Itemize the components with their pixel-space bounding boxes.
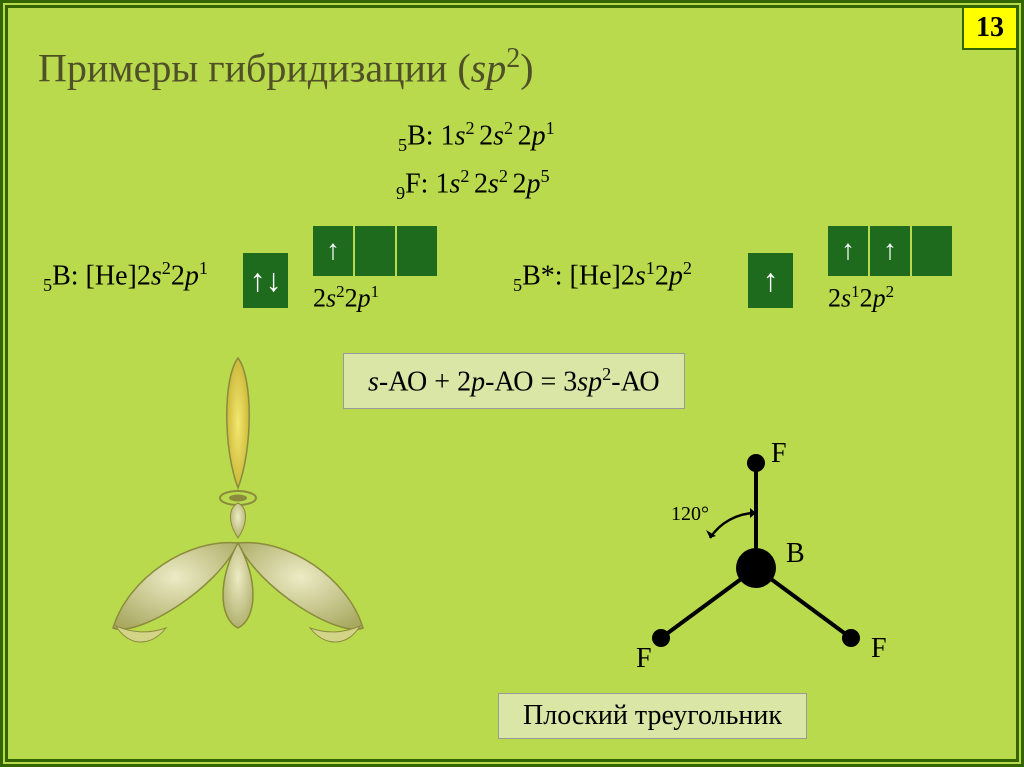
orbital-2p3-empty-ex xyxy=(912,226,952,276)
orbital-2p1-up-ex: ↑ xyxy=(828,226,868,276)
title-suffix: ) xyxy=(520,45,533,90)
bf3-geometry-diagram: F B F F 120° xyxy=(606,438,906,688)
config-boron: 5B: 1s2 2s2 2p1 xyxy=(398,118,555,156)
ground-label: 2s22p1 xyxy=(313,282,437,314)
orbital-2p2-empty xyxy=(355,226,395,276)
atom-b-center: B xyxy=(786,538,805,570)
slide-title: Примеры гибридизации (sp2) xyxy=(38,43,534,91)
atom-f-right: F xyxy=(871,633,887,665)
geometry-caption: Плоский треугольник xyxy=(498,693,807,739)
orbital-2p3-empty xyxy=(397,226,437,276)
page-number-badge: 13 xyxy=(962,6,1018,50)
orbital-2p2-up-ex: ↑ xyxy=(870,226,910,276)
hybridization-equation: s-АО + 2p-АО = 3sp2-АО xyxy=(343,353,685,409)
orbital-2s-up: ↑ xyxy=(748,253,793,308)
ground-state-boron-label: 5B: [He]2s22p1 xyxy=(43,258,208,296)
atom-f-top: F xyxy=(771,438,787,470)
atom-f-left: F xyxy=(636,643,652,675)
excited-state-boron-label: 5B*: [He]2s12p2 xyxy=(513,258,692,296)
sp2-orbital-diagram xyxy=(88,328,388,688)
orbital-2p1-up: ↑ xyxy=(313,226,353,276)
ground-2s-box: ↑↓ xyxy=(243,253,288,308)
angle-label: 120° xyxy=(671,503,709,526)
excited-2p-boxes: ↑ ↑ 2s12p2 xyxy=(828,226,952,314)
title-prefix: Примеры гибридизации ( xyxy=(38,45,471,90)
excited-label: 2s12p2 xyxy=(828,282,952,314)
orbital-2s-updown: ↑↓ xyxy=(243,253,288,308)
ground-2p-boxes: ↑ 2s22p1 xyxy=(313,226,437,314)
excited-2s-box: ↑ xyxy=(748,253,793,308)
slide-frame: 13 Примеры гибридизации (sp2) 5B: 1s2 2s… xyxy=(0,0,1024,767)
title-superscript: 2 xyxy=(506,43,520,74)
config-fluorine: 9F: 1s2 2s2 2p5 xyxy=(396,166,550,204)
title-italic: sp xyxy=(471,45,507,90)
